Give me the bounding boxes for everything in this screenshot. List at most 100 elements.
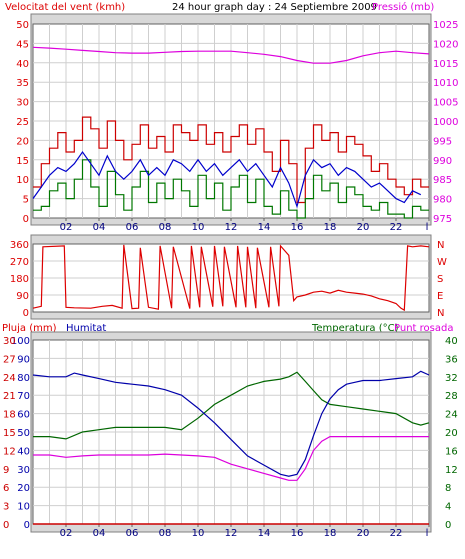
wind-tick-label: 0 <box>23 214 29 225</box>
direction-tick-label: 360 <box>10 240 29 251</box>
x-tick-label: 22 <box>390 222 403 233</box>
humidity-tick-label: 10 <box>17 502 30 513</box>
wind-tick-label: 45 <box>16 39 29 50</box>
temperature-tick-label: 16 <box>445 446 458 457</box>
pressure-tick-label: 1020 <box>433 39 458 50</box>
temperature-tick-label: 28 <box>445 391 458 402</box>
wind-gust-line <box>33 116 429 204</box>
x-tick-label: 20 <box>357 222 370 233</box>
rain-tick-label: 9 <box>3 465 9 476</box>
x-tick-label: 02 <box>60 222 73 233</box>
x-tick-label: 14 <box>258 222 271 233</box>
x-tick-label: 10 <box>192 528 205 539</box>
wind-tick-label: 10 <box>16 175 29 186</box>
humidity-tick-label: 40 <box>17 446 30 457</box>
wind-tick-label: 30 <box>16 98 29 109</box>
x-tick-label: 16 <box>291 528 304 539</box>
x-tick-label: 04 <box>93 222 106 233</box>
compass-tick-label: W <box>437 257 447 268</box>
humidity-tick-label: 50 <box>17 428 30 439</box>
pressure-tick-label: 1025 <box>433 20 458 31</box>
rain-tick-label: 18 <box>3 410 16 421</box>
compass-tick-label: S <box>437 274 443 285</box>
x-tick-label: 06 <box>126 222 139 233</box>
x-tick-label: 08 <box>159 528 172 539</box>
rain-tick-label: 30 <box>3 336 16 347</box>
x-tick-label: 08 <box>159 222 172 233</box>
pressure-tick-label: 980 <box>433 195 452 206</box>
temperature-tick-label: 12 <box>445 465 458 476</box>
x-tick-label: 12 <box>225 222 238 233</box>
rain-tick-label: 12 <box>3 446 16 457</box>
humidity-tick-label: 90 <box>17 354 30 365</box>
compass-tick-label: N <box>437 240 444 251</box>
direction-tick-label: 90 <box>16 291 29 302</box>
x-tick-label: 18 <box>324 222 337 233</box>
wind-tick-label: 35 <box>16 78 29 89</box>
humidity-title: Humitat <box>66 323 106 334</box>
pressure-tick-label: 1000 <box>433 117 458 128</box>
rain-title: Pluja (mm) <box>2 323 57 334</box>
humidity-tick-label: 0 <box>24 520 30 531</box>
x-tick-label: 18 <box>324 528 337 539</box>
pressure-tick-label: 1015 <box>433 59 458 70</box>
temperature-tick-label: 0 <box>445 520 451 531</box>
rain-tick-label: 0 <box>3 520 9 531</box>
direction-tick-label: 180 <box>10 274 29 285</box>
wind-tick-label: 50 <box>16 20 29 31</box>
temperature-tick-label: 40 <box>445 336 458 347</box>
temperature-tick-label: 8 <box>445 483 451 494</box>
temperature-tick-label: 32 <box>445 373 458 384</box>
x-tick-label: 02 <box>60 528 73 539</box>
wind-direction-line <box>32 244 430 312</box>
humidity-tick-label: 80 <box>17 373 30 384</box>
wind-tick-label: 20 <box>16 136 29 147</box>
wind-tick-label: 25 <box>16 117 29 128</box>
temperature-line <box>33 371 430 440</box>
wind-average-line <box>32 150 422 209</box>
pressure-title: Pressió (mb) <box>372 1 434 13</box>
humidity-tick-label: 100 <box>11 336 30 347</box>
x-tick-label: l <box>426 222 429 233</box>
dew-point-title: Punt rosada <box>394 323 453 334</box>
x-tick-label: l <box>426 528 429 539</box>
wind-tick-label: 5 <box>23 195 29 206</box>
wind-speed-title: Velocitat del vent (kmh) <box>5 2 125 13</box>
wind-tick-label: 40 <box>16 59 29 70</box>
x-tick-label: 10 <box>192 222 205 233</box>
rain-tick-label: 15 <box>3 428 16 439</box>
temperature-tick-label: 24 <box>445 410 458 421</box>
pressure-tick-label: 1010 <box>433 78 458 89</box>
rain-tick-label: 21 <box>3 391 16 402</box>
compass-tick-label: N <box>437 308 444 319</box>
wind-low-line <box>33 159 429 219</box>
x-tick-label: 14 <box>258 528 271 539</box>
pressure-tick-label: 995 <box>433 136 452 147</box>
x-tick-label: 06 <box>126 528 139 539</box>
wind-tick-label: 15 <box>16 156 29 167</box>
pressure-line <box>32 46 430 64</box>
x-tick-label: 20 <box>357 528 370 539</box>
direction-tick-label: 270 <box>10 257 29 268</box>
humidity-tick-label: 70 <box>17 391 30 402</box>
pressure-tick-label: 1005 <box>433 98 458 109</box>
temperature-tick-label: 4 <box>445 502 451 513</box>
chart-layers: 02 04 06 08 10 12 14 16 18 20 22 l02 04 06 08 10 12 14 16 1… <box>3 13 458 539</box>
rain-tick-label: 27 <box>3 354 16 365</box>
pressure-tick-label: 975 <box>433 214 452 225</box>
x-tick-label: 16 <box>291 222 304 233</box>
rain-tick-label: 3 <box>3 502 9 513</box>
x-tick-label: 04 <box>93 528 106 539</box>
humidity-line <box>32 370 430 477</box>
dew-point-line <box>33 436 429 481</box>
direction-tick-label: 0 <box>23 308 29 319</box>
temperature-title: Temperatura (°C) <box>311 323 399 334</box>
temperature-tick-label: 20 <box>445 428 458 439</box>
compass-tick-label: E <box>437 291 443 302</box>
x-tick-label: 12 <box>225 528 238 539</box>
rain-tick-label: 24 <box>3 373 16 384</box>
rain-tick-label: 6 <box>3 483 9 494</box>
humidity-tick-label: 30 <box>17 465 30 476</box>
humidity-tick-label: 20 <box>17 483 30 494</box>
